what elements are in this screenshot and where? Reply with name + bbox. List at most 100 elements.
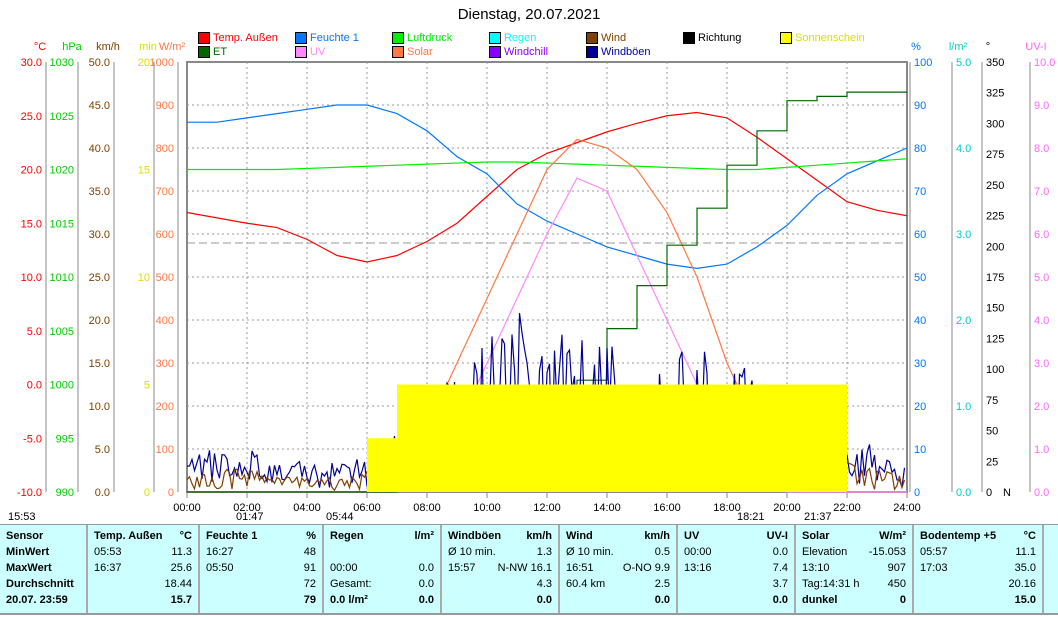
marker-2: 05:44 <box>326 511 354 523</box>
legend-swatch <box>586 32 598 44</box>
cell-value: 48 <box>303 546 316 558</box>
col-header: Regen <box>330 530 364 542</box>
axis-tick-label: 600 <box>156 229 174 241</box>
series-luftdruck <box>187 158 908 171</box>
axis-tick-label: 15 <box>138 165 150 177</box>
row-label: Durchschnitt <box>6 578 74 590</box>
axis-tick-label: 900 <box>156 100 174 112</box>
axis-tick-label: 25 <box>986 456 998 468</box>
x-tick-label: 06:00 <box>353 502 381 514</box>
legend-item: Temp. Außen <box>198 32 278 44</box>
axis-tick-label: 15.0 <box>89 358 110 370</box>
legend-swatch <box>198 32 210 44</box>
cell-value: 2.5 <box>654 578 670 590</box>
cell-time: 05:53 <box>94 546 122 558</box>
axis-tick-label: 5.0 <box>95 444 110 456</box>
cell-value: 11.1 <box>1015 546 1036 558</box>
axis-tick-label: 5.0 <box>956 57 971 69</box>
col-header: Windböen <box>448 530 502 542</box>
axis-unit: % <box>911 41 921 53</box>
axis-tick-label: 15.0 <box>21 218 42 230</box>
col-unit: % <box>306 530 316 542</box>
axis-tick-label: 25.0 <box>21 111 42 123</box>
col-unit: l/m² <box>414 530 434 542</box>
axis-tick-label: 50 <box>986 426 998 438</box>
legend-swatch <box>198 46 210 58</box>
axis-tick-label: 350 <box>986 57 1004 69</box>
sunshine-bar <box>367 438 397 492</box>
x-tick-label: 02:00 <box>233 502 261 514</box>
cell-value: 0.5 <box>654 546 670 558</box>
cell-time: 17:03 <box>920 562 948 574</box>
col-header: Bodentemp +5 <box>920 530 997 542</box>
x-tick-label: 00:00 <box>173 502 201 514</box>
legend-item: Windböen <box>586 46 651 58</box>
cell-time: 00:00 <box>684 546 712 558</box>
sunshine-bar <box>757 384 787 492</box>
axis-tick-label: 0 <box>986 487 992 499</box>
axis-tick-label: 5 <box>144 380 150 392</box>
legend-swatch <box>489 32 501 44</box>
x-tick-label: 10:00 <box>473 502 501 514</box>
axis-tick-label: 995 <box>56 433 74 445</box>
axis-unit: W/m² <box>159 41 186 53</box>
axis-tick-label: 8.0 <box>1034 143 1049 155</box>
col-unit: °C <box>179 530 192 542</box>
sunshine-bar <box>577 384 607 492</box>
legend-item: Windchill <box>489 46 548 58</box>
legend-item: Sonnenschein <box>780 32 865 44</box>
axis-tick-label: 125 <box>986 333 1004 345</box>
axis-tick-label: 60 <box>914 229 926 241</box>
x-tick-label: 04:00 <box>293 502 321 514</box>
axis-tick-label: 70 <box>914 186 926 198</box>
col-uv: UV UV-I 00:00 0.0 13:16 7.4 3.7 0.0 <box>678 525 796 613</box>
legend-item: Feuchte 1 <box>295 32 359 44</box>
axis-tick-label: -5.0 <box>23 433 42 445</box>
cell-value: 0.0 <box>536 594 552 606</box>
axis-tick-label: 20.0 <box>89 315 110 327</box>
axis-tick-label: 0.0 <box>95 487 110 499</box>
legend-item: ET <box>198 46 227 58</box>
legend-label: Windböen <box>601 46 651 58</box>
axis-tick-label: 30 <box>914 358 926 370</box>
legend-item: Richtung <box>683 32 741 44</box>
x-tick-label: 20:00 <box>773 502 801 514</box>
col-header: UV <box>684 530 700 542</box>
chart-title: Dienstag, 20.07.2021 <box>457 6 601 23</box>
cell-value: 72 <box>303 578 316 590</box>
cell-time: Gesamt: <box>330 578 372 590</box>
cell-value: 907 <box>887 562 906 574</box>
axis-tick-label: 2.0 <box>956 315 971 327</box>
axis-tick-label: 225 <box>986 211 1004 223</box>
axis-tick-label: 20 <box>138 57 150 69</box>
legend-item: Wind <box>586 32 626 44</box>
axis-tick-label: 0 <box>168 487 174 499</box>
col-temp: Temp. Außen °C 05:53 11.3 16:37 25.6 18.44 15.7 <box>88 525 200 613</box>
axis-unit: l/m² <box>949 41 968 53</box>
axis-unit: km/h <box>96 41 120 53</box>
col-unit: UV-I <box>766 530 788 542</box>
legend-label: ET <box>213 46 228 58</box>
cell-value: 20.16 <box>1008 578 1036 590</box>
axis-tick-label: 20.0 <box>21 165 42 177</box>
series-temp-au-en <box>186 111 908 263</box>
sunshine-bar <box>637 384 667 492</box>
axis-tick-label: 10 <box>138 272 150 284</box>
cell-time: Tag:14:31 h <box>802 578 860 590</box>
sunshine-bar <box>817 384 847 492</box>
cell-value: 15.0 <box>1014 594 1036 606</box>
cell-time: Elevation <box>802 546 848 558</box>
axis-tick-label: 10.0 <box>89 401 110 413</box>
legend-swatch <box>489 46 501 58</box>
legend-label: Feuchte 1 <box>310 32 359 44</box>
cell-value: 91 <box>303 562 316 574</box>
axis-tick-label: 50 <box>914 272 926 284</box>
axis-tick-label: 200 <box>156 401 174 413</box>
cell-value: 0 <box>899 594 906 606</box>
sunshine-bar <box>457 384 487 492</box>
axis-tick-label: 175 <box>986 272 1004 284</box>
legend-item: Regen <box>489 32 536 44</box>
axis-tick-label: 800 <box>156 143 174 155</box>
axis-tick-label: 500 <box>156 272 174 284</box>
axis-tick-label: 300 <box>986 118 1004 130</box>
